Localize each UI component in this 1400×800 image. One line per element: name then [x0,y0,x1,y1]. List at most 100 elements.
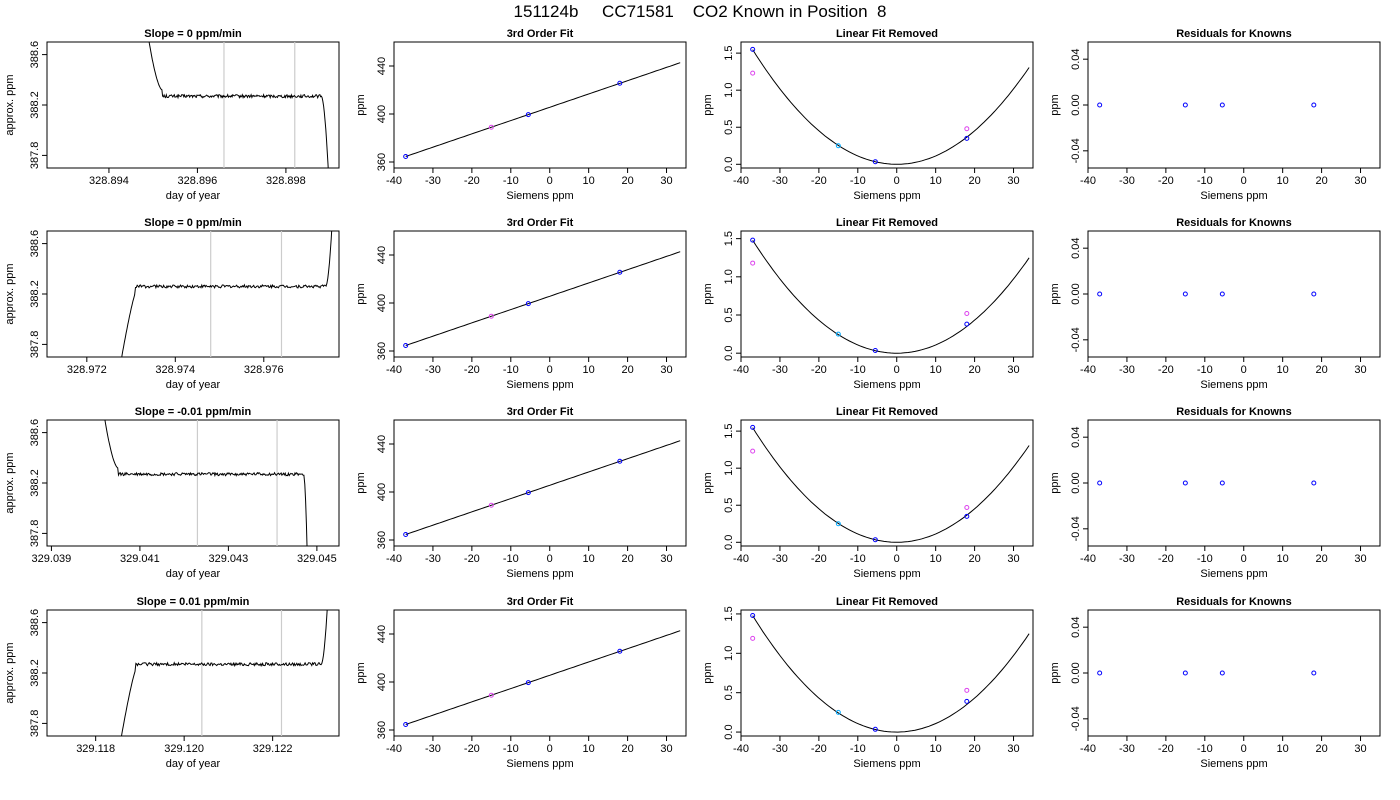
panel-2-1: Slope = 0 ppm/min 328.972 328.974 328.976 38… [4,217,340,391]
y-tick-label: 0.0 [723,157,735,172]
y-tick-label: 0.00 [1070,283,1082,304]
y-axis-label: approx. ppm [4,642,16,703]
fit-line [405,251,681,346]
x-tick-label: 0 [894,175,900,187]
panel-title: Slope = 0 ppm/min [144,217,242,229]
data-point [1182,291,1188,297]
y-axis-label: ppm [355,472,367,493]
x-tick-label: -40 [1080,175,1096,187]
data-point [1097,102,1103,108]
data-point [1311,291,1317,297]
panel-title: Slope = 0 ppm/min [144,28,242,40]
plot-frame [740,419,1034,547]
x-tick-label: -20 [1158,553,1174,565]
y-tick-label: 388.2 [29,280,41,308]
data-point [750,448,756,454]
data-point [1097,480,1103,486]
x-tick-label: 30 [660,364,672,376]
x-tick-label: 329.045 [297,553,337,565]
x-tick-label: 20 [968,175,980,187]
data-point [1097,291,1103,297]
y-axis-label: approx. ppm [4,74,16,135]
panel-title: 3rd Order Fit [507,217,574,229]
plot-area [120,610,328,736]
fit-line [752,615,1030,733]
y-tick-label: 388.6 [29,609,41,637]
y-tick-label: 1.0 [723,269,735,284]
y-tick-label: 360 [376,342,388,360]
x-tick-label: 0 [894,364,900,376]
x-tick-label: -10 [850,553,866,565]
plot-frame [46,230,340,358]
data-point [488,692,494,698]
y-tick-label: 0.04 [1070,426,1082,447]
fit-line [405,440,681,535]
x-tick-label: 0 [547,364,553,376]
x-tick-label: -10 [503,364,519,376]
y-tick-label: -0.04 [1070,706,1082,731]
x-axis-label: Siemens ppm [853,190,920,202]
panel-title: Linear Fit Removed [836,217,938,229]
x-tick-label: -30 [772,175,788,187]
y-axis-label: ppm [355,94,367,115]
data-point [964,687,970,693]
y-tick-label: 0.5 [723,498,735,513]
data-point [750,613,756,619]
x-tick-label: 329.041 [120,553,160,565]
co2-trace-line [120,610,328,736]
x-axis-label: day of year [166,379,221,391]
x-tick-label: 329.118 [76,743,115,755]
panel-3-3: Linear Fit Removed -40 -30 -20 -10 0 10 20 30 0.0… [702,406,1034,580]
y-axis-label: ppm [702,472,714,493]
x-tick-label: 10 [1277,743,1289,755]
x-tick-label: -20 [464,364,480,376]
x-tick-label: 20 [1315,175,1327,187]
y-tick-label: 1.0 [723,646,735,661]
data-point [1219,480,1225,486]
x-tick-label: 328.976 [244,364,284,376]
x-tick-label: -20 [464,553,480,565]
panel-grid: Slope = 0 ppm/min 328.894 328.896 328.898 38… [4,28,1381,770]
x-tick-label: 328.974 [155,364,195,376]
plot-area [750,424,1030,543]
y-tick-label: 400 [376,673,388,691]
data-point [1097,670,1103,676]
x-axis-label: day of year [166,568,221,580]
data-point [835,143,841,149]
data-point [964,504,970,510]
data-point [1182,670,1188,676]
plot-frame [393,609,687,737]
plot-frame [740,230,1034,358]
plot-frame [46,609,340,737]
plot-area [1097,291,1317,297]
x-tick-label: 30 [1007,553,1019,565]
panel-title: Slope = 0.01 ppm/min [137,596,250,608]
y-tick-label: 387.8 [29,142,41,170]
plot-area [750,237,1030,354]
panel-title: Linear Fit Removed [836,406,938,418]
y-axis-label: ppm [702,94,714,115]
x-tick-label: -40 [733,553,749,565]
panel-1-1: Slope = 0 ppm/min 328.894 328.896 328.898 38… [4,28,340,202]
x-tick-label: -10 [1197,743,1213,755]
y-tick-label: -0.04 [1070,327,1082,352]
data-point [750,635,756,641]
panel-title: 3rd Order Fit [507,406,574,418]
data-point [488,124,494,130]
y-axis-label: approx. ppm [4,452,16,513]
y-tick-label: 440 [376,625,388,643]
y-axis-label: ppm [702,662,714,683]
x-tick-label: -10 [850,364,866,376]
x-tick-label: 30 [1354,364,1366,376]
plot-frame [393,41,687,169]
data-point [964,513,970,519]
data-point [964,310,970,316]
y-tick-label: 1.5 [723,423,735,438]
x-tick-label: 10 [1277,364,1289,376]
x-tick-label: -20 [464,175,480,187]
x-tick-label: -10 [503,175,519,187]
plot-area [148,42,329,168]
x-tick-label: 0 [1241,175,1247,187]
x-tick-label: -40 [733,743,749,755]
x-axis-label: Siemens ppm [1200,190,1267,202]
